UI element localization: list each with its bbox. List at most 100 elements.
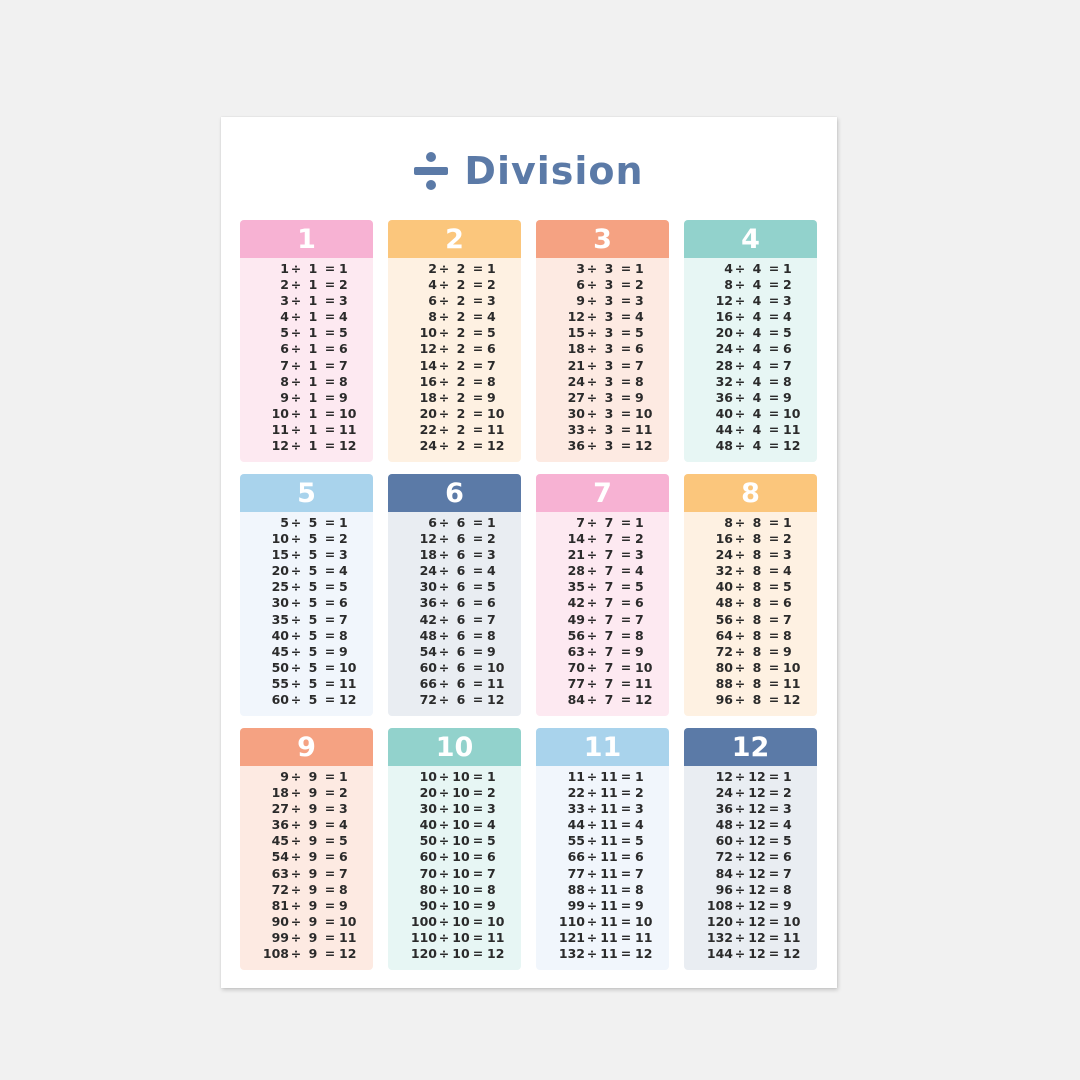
division-sign: ÷	[734, 897, 746, 913]
dividend: 66	[567, 849, 585, 865]
division-sign: ÷	[438, 881, 450, 897]
equals-sign: =	[324, 897, 336, 913]
dividend: 18	[419, 547, 437, 563]
quotient: 7	[487, 865, 496, 881]
division-sign: ÷	[586, 611, 598, 627]
quotient: 2	[487, 785, 496, 801]
equals-sign: =	[324, 421, 336, 437]
dividend: 12	[419, 531, 437, 547]
quotient: 1	[783, 515, 792, 530]
quotient: 2	[635, 531, 644, 547]
divisor: 11	[600, 865, 618, 881]
quotient: 7	[635, 357, 644, 373]
equals-sign: =	[768, 643, 780, 659]
divisor: 1	[308, 405, 318, 421]
division-sign: ÷	[290, 659, 302, 675]
division-sign: ÷	[734, 357, 746, 373]
dividend: 120	[410, 946, 437, 962]
divisor: 2	[456, 293, 466, 309]
division-fact-row: 40 ÷ 5 = 8	[240, 628, 373, 644]
quotient: 10	[487, 913, 505, 929]
division-sign: ÷	[734, 865, 746, 881]
equals-sign: =	[768, 325, 780, 341]
equals-sign: =	[324, 547, 336, 563]
divisor: 1	[308, 325, 318, 341]
division-fact-row: 24 ÷ 8 = 3	[684, 547, 817, 563]
quotient: 11	[339, 675, 357, 691]
division-sign: ÷	[734, 833, 746, 849]
divisor: 7	[604, 643, 614, 659]
divisor: 6	[456, 531, 466, 547]
divisor: 9	[308, 881, 318, 897]
division-sign: ÷	[290, 769, 302, 784]
equals-sign: =	[620, 325, 632, 341]
dividend: 56	[567, 627, 585, 643]
equals-sign: =	[620, 405, 632, 421]
quotient: 2	[783, 531, 792, 547]
dividend: 48	[715, 438, 733, 454]
division-fact-row: 10 ÷ 1 = 10	[240, 406, 373, 422]
division-sign: ÷	[290, 309, 302, 325]
dividend: 10	[419, 769, 437, 784]
division-sign: ÷	[734, 531, 746, 547]
equals-sign: =	[768, 692, 780, 708]
quotient: 8	[783, 881, 792, 897]
divisor: 2	[456, 438, 466, 454]
division-sign: ÷	[734, 277, 746, 293]
divisor: 8	[752, 692, 762, 708]
division-fact-row: 3 ÷ 1 = 3	[240, 293, 373, 309]
quotient: 9	[635, 897, 644, 913]
equals-sign: =	[472, 277, 484, 293]
division-fact-row: 10 ÷ 10 = 1	[388, 769, 521, 785]
divisor: 2	[456, 357, 466, 373]
division-sign: ÷	[438, 913, 450, 929]
equals-sign: =	[472, 579, 484, 595]
division-sign: ÷	[290, 293, 302, 309]
divisor: 1	[308, 261, 318, 276]
equals-sign: =	[324, 277, 336, 293]
divisor: 9	[308, 897, 318, 913]
division-fact-row: 15 ÷ 5 = 3	[240, 547, 373, 563]
dividend: 50	[271, 659, 289, 675]
divisor: 12	[748, 849, 766, 865]
divisor: 6	[456, 627, 466, 643]
equals-sign: =	[324, 357, 336, 373]
divisor: 3	[604, 373, 614, 389]
quotient: 5	[783, 833, 792, 849]
equals-sign: =	[472, 531, 484, 547]
quotient: 11	[487, 929, 505, 945]
quotient: 5	[783, 579, 792, 595]
division-fact-row: 4 ÷ 4 = 1	[684, 261, 817, 277]
division-fact-row: 60 ÷ 12 = 5	[684, 833, 817, 849]
equals-sign: =	[620, 817, 632, 833]
divisor: 6	[456, 547, 466, 563]
division-sign: ÷	[290, 833, 302, 849]
quotient: 12	[487, 692, 505, 708]
equals-sign: =	[472, 515, 484, 530]
divisor: 5	[308, 675, 318, 691]
quotient: 1	[635, 769, 644, 784]
division-sign: ÷	[586, 547, 598, 563]
division-sign: ÷	[586, 531, 598, 547]
dividend: 120	[706, 913, 733, 929]
division-sign: ÷	[734, 595, 746, 611]
equals-sign: =	[472, 913, 484, 929]
quotient: 11	[487, 675, 505, 691]
quotient: 11	[783, 675, 801, 691]
dividend: 16	[715, 309, 733, 325]
dividend: 8	[724, 277, 733, 293]
divisor: 11	[600, 817, 618, 833]
quotient: 3	[635, 547, 644, 563]
table-card-11: 11 11 ÷ 11 = 1 22 ÷ 11 = 2 33 ÷ 11 = 3 44 ÷ 11 = 4 55 ÷ 11 = 5 66 ÷…	[536, 728, 669, 970]
division-sign: ÷	[734, 438, 746, 454]
divisor: 11	[600, 849, 618, 865]
division-sign: ÷	[438, 833, 450, 849]
quotient: 8	[783, 373, 792, 389]
quotient: 10	[339, 913, 357, 929]
equals-sign: =	[324, 865, 336, 881]
divisor: 10	[452, 833, 470, 849]
equals-sign: =	[324, 309, 336, 325]
divisor: 10	[452, 946, 470, 962]
dividend: 90	[271, 913, 289, 929]
divisor: 6	[456, 675, 466, 691]
